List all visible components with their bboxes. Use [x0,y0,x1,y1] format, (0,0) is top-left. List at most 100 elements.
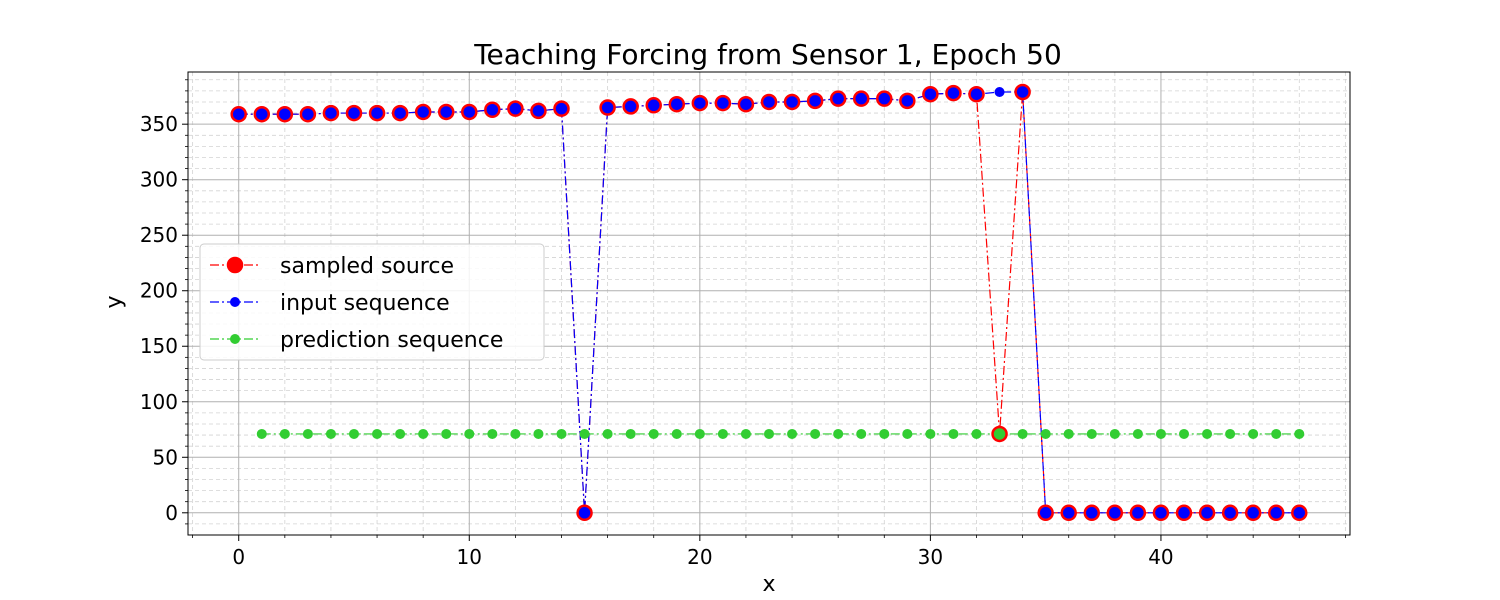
prediction-sequence-point [787,428,798,439]
prediction-sequence-point [810,428,821,439]
input-sequence-point [717,98,728,109]
prediction-sequence-point [302,428,313,439]
input-sequence-point [694,98,705,109]
input-sequence-point [349,108,359,119]
legend-prediction-sequence-marker [230,334,240,344]
x-tick-label: 20 [687,545,712,569]
prediction-sequence-point [395,428,406,439]
input-sequence-point [233,109,244,120]
input-sequence-point [395,108,406,119]
prediction-sequence-point [1271,428,1282,439]
input-sequence-point [671,99,682,110]
prediction-sequence-point [764,428,774,439]
y-tick-label: 250 [140,223,178,247]
input-sequence-point [579,507,590,518]
prediction-sequence-point [994,428,1005,439]
axis-ticks: 0 10 20 30 40 0 50 100 150 200 250 300 350 [140,79,1346,569]
input-sequence-point [648,100,659,111]
prediction-sequence-point [740,428,751,439]
input-sequence-point [1109,507,1120,518]
y-axis-label: y [102,295,127,308]
prediction-sequence-point [418,428,429,439]
input-sequence-point [1155,507,1166,518]
prediction-sequence-point [925,428,936,439]
prediction-sequence-point [256,428,267,439]
input-sequence-point [441,106,452,117]
input-sequence-point [740,99,751,110]
input-sequence-point [833,93,844,104]
prediction-sequence-point [717,428,728,439]
prediction-sequence-point [1294,428,1305,439]
prediction-sequence-point [579,428,590,439]
input-sequence-point [1179,507,1189,518]
prediction-sequence-point [879,428,890,439]
prediction-sequence-point [856,428,867,439]
prediction-sequence-point [1202,428,1213,439]
x-tick-label: 0 [232,545,245,569]
y-tick-label: 0 [165,501,178,525]
prediction-sequence-point [556,428,567,439]
prediction-sequence-point [694,428,705,439]
input-sequence-point [925,89,936,100]
input-sequence-point [464,106,475,117]
prediction-sequence-point [1109,428,1120,439]
y-tick-label: 100 [140,390,178,414]
input-sequence-point [1271,507,1282,518]
input-sequence-point [325,108,336,119]
input-sequence-point [256,109,267,120]
input-sequence-point [902,95,913,106]
legend-prediction-sequence-label: prediction sequence [280,328,503,353]
prediction-sequence-point [464,428,475,439]
series-layer [230,83,1308,522]
y-tick-label: 50 [153,445,178,469]
input-sequence-point [1202,507,1213,518]
input-sequence-point [879,93,890,104]
prediction-sequence-point [349,428,359,439]
input-sequence-point [787,96,798,107]
legend-box [199,243,545,361]
prediction-sequence-point [671,428,682,439]
prediction-sequence-point [1155,428,1166,439]
input-sequence-point [856,93,867,104]
prediction-sequence-point [971,428,982,439]
input-sequence-point [1063,507,1074,518]
prediction-sequence-point [948,428,959,439]
x-tick-label: 30 [918,545,943,569]
input-sequence-point [1132,507,1143,518]
x-tick-label: 40 [1148,545,1173,569]
plot-frame [187,71,1351,536]
prediction-sequence-point [1179,428,1189,439]
input-sequence-point [372,108,383,119]
prediction-sequence-point [533,428,544,439]
input-sequence-point [418,106,429,117]
prediction-sequence-point [902,428,913,439]
prediction-sequence-point [648,428,659,439]
legend-input-sequence-label: input sequence [280,291,450,316]
prediction-sequence-point [325,428,336,439]
prediction-sequence-point [1040,428,1051,439]
x-axis-label: x [762,572,775,597]
input-sequence-point [1017,86,1028,97]
prediction-sequence-point [279,428,290,439]
input-sequence-point [1225,507,1236,518]
input-sequence-point [625,101,636,112]
input-sequence-point [1294,507,1305,518]
prediction-sequence-point [1063,428,1074,439]
prediction-sequence-point [372,428,383,439]
chart-title: Teaching Forcing from Sensor 1, Epoch 50 [473,38,1062,71]
y-tick-label: 150 [140,334,178,358]
prediction-sequence-point [441,428,452,439]
input-sequence-point [971,89,982,100]
input-sequence-point [302,109,313,120]
input-sequence-point [487,104,498,115]
input-sequence-point [948,88,959,99]
y-tick-label: 350 [140,112,178,136]
legend: sampled source input sequence prediction s… [199,243,545,361]
legend-sampled-source-label: sampled source [280,254,454,279]
input-sequence-point [994,86,1005,97]
minor-gridlines [188,72,1350,535]
y-tick-label: 300 [140,168,178,192]
input-sequence-point [1248,507,1259,518]
input-sequence-point [764,96,774,107]
